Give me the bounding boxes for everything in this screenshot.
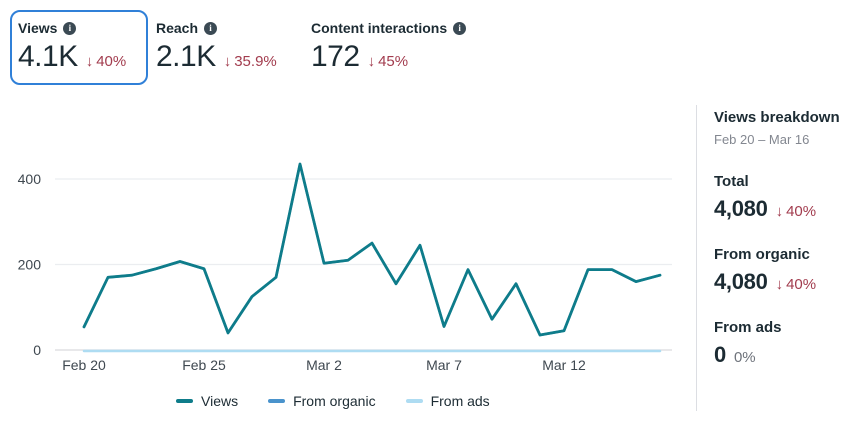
chart-legend: Views From organic From ads xyxy=(176,393,490,409)
metric-delta-reach: ↓ 35.9% xyxy=(224,53,277,70)
legend-label: Views xyxy=(201,393,239,409)
breakdown-delta-ads: 0% xyxy=(733,349,756,366)
breakdown-delta-value: 40% xyxy=(786,276,817,293)
breakdown-value-row: 0 0% xyxy=(714,342,864,368)
breakdown-date-range: Feb 20 – Mar 16 xyxy=(714,132,810,147)
down-arrow-icon: ↓ xyxy=(775,276,784,293)
metric-value-row: 4.1K ↓ 40% xyxy=(18,41,140,73)
breakdown-label-organic: From organic xyxy=(714,246,810,263)
breakdown-delta-organic: ↓ 40% xyxy=(776,276,817,293)
breakdown-title: Views breakdown xyxy=(714,109,840,126)
legend-label: From ads xyxy=(430,393,490,409)
x-axis-label-mar-7: Mar 7 xyxy=(426,357,462,373)
breakdown-value-row: 4,080 ↓ 40% xyxy=(714,196,864,222)
info-letter: i xyxy=(68,23,72,33)
y-axis-label-0: 0 xyxy=(33,342,41,358)
metric-card-views[interactable]: Views i 4.1K ↓ 40% xyxy=(10,10,148,85)
y-axis-label-200: 200 xyxy=(18,257,42,273)
y-axis-label-400: 400 xyxy=(18,171,42,187)
breakdown-value-ads: 0 xyxy=(714,342,726,367)
breakdown-value-total: 4,080 xyxy=(714,196,768,221)
down-arrow-icon: ↓ xyxy=(223,53,232,70)
info-icon[interactable]: i xyxy=(453,21,467,35)
down-arrow-icon: ↓ xyxy=(367,53,376,70)
metric-label-row: Reach i xyxy=(156,20,295,36)
legend-item-views[interactable]: Views xyxy=(176,393,238,409)
metric-delta-value: 35.9% xyxy=(234,53,277,70)
metric-delta-content-interactions: ↓ 45% xyxy=(368,53,409,70)
views-breakdown-panel: Views breakdown Feb 20 – Mar 16 Total 4,… xyxy=(696,105,864,411)
metric-label-views: Views xyxy=(18,20,58,36)
metric-label-content-interactions: Content interactions xyxy=(311,20,448,36)
legend-item-from-ads[interactable]: From ads xyxy=(405,393,490,409)
legend-swatch-icon xyxy=(405,399,423,403)
metric-label-row: Views i xyxy=(18,20,140,36)
breakdown-value-row: 4,080 ↓ 40% xyxy=(714,269,864,295)
legend-swatch-icon xyxy=(176,399,193,403)
x-axis-label-feb-25: Feb 25 xyxy=(182,357,226,373)
breakdown-row-total: Total 4,080 ↓ 40% xyxy=(714,173,864,222)
breakdown-delta-value: 40% xyxy=(786,203,817,220)
legend-swatch-icon xyxy=(268,399,286,403)
legend-label: From organic xyxy=(293,393,376,409)
metric-card-reach[interactable]: Reach i 2.1K ↓ 35.9% xyxy=(148,10,303,85)
metric-label-reach: Reach xyxy=(156,20,199,36)
x-axis-label-mar-2: Mar 2 xyxy=(306,357,342,373)
down-arrow-icon: ↓ xyxy=(775,203,784,220)
metric-value-views: 4.1K xyxy=(18,40,78,73)
views-line-chart[interactable]: 0 200 400 Feb 20 Feb 25 Mar 2 Mar 7 Mar 12 xyxy=(0,142,692,382)
metric-delta-value: 40% xyxy=(96,53,127,70)
metric-value-row: 172 ↓ 45% xyxy=(311,41,466,73)
info-icon[interactable]: i xyxy=(63,21,77,35)
views-line xyxy=(82,162,662,337)
metric-delta-views: ↓ 40% xyxy=(86,53,127,70)
metric-value-content-interactions: 172 xyxy=(311,40,360,73)
metric-value-row: 2.1K ↓ 35.9% xyxy=(156,41,295,73)
down-arrow-icon: ↓ xyxy=(85,53,94,70)
legend-item-from-organic[interactable]: From organic xyxy=(268,393,376,409)
breakdown-row-ads: From ads 0 0% xyxy=(714,319,864,368)
metric-value-reach: 2.1K xyxy=(156,40,216,73)
metric-label-row: Content interactions i xyxy=(311,20,467,36)
info-icon[interactable]: i xyxy=(204,21,218,35)
info-letter: i xyxy=(458,23,461,33)
breakdown-delta-total: ↓ 40% xyxy=(776,203,817,220)
metric-card-content-interactions[interactable]: Content interactions i 172 ↓ 45% xyxy=(303,10,474,85)
breakdown-label-ads: From ads xyxy=(714,319,782,336)
x-axis-label-mar-12: Mar 12 xyxy=(542,357,586,373)
breakdown-value-organic: 4,080 xyxy=(714,269,768,294)
breakdown-row-organic: From organic 4,080 ↓ 40% xyxy=(714,246,864,295)
breakdown-label-total: Total xyxy=(714,173,749,190)
info-letter: i xyxy=(209,23,212,33)
metric-delta-value: 45% xyxy=(378,53,409,70)
x-axis-label-feb-20: Feb 20 xyxy=(62,357,106,373)
metrics-row: Views i 4.1K ↓ 40% Reach i 2.1K ↓ 35.9% Co… xyxy=(10,10,474,85)
